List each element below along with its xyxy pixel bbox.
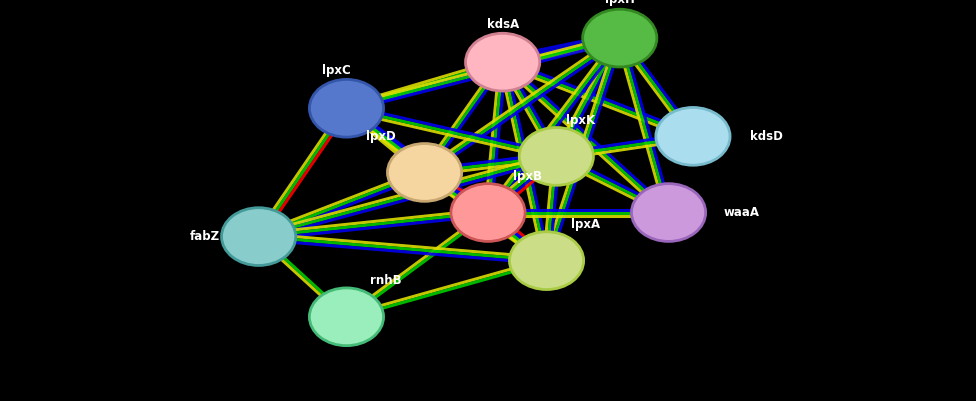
Ellipse shape xyxy=(466,33,540,91)
Ellipse shape xyxy=(583,9,657,67)
Ellipse shape xyxy=(631,184,706,241)
Text: lpxB: lpxB xyxy=(512,170,542,183)
Ellipse shape xyxy=(309,288,384,346)
Text: fabZ: fabZ xyxy=(190,230,220,243)
Text: lpxA: lpxA xyxy=(571,218,600,231)
Ellipse shape xyxy=(309,79,384,137)
Text: lpxK: lpxK xyxy=(566,114,595,127)
Text: lpxD: lpxD xyxy=(366,130,395,143)
Text: waaA: waaA xyxy=(724,206,759,219)
Text: kdsD: kdsD xyxy=(750,130,783,143)
Text: rnhB: rnhB xyxy=(370,274,401,287)
Ellipse shape xyxy=(387,144,462,201)
Text: lpxC: lpxC xyxy=(322,64,351,77)
Ellipse shape xyxy=(451,184,525,241)
Ellipse shape xyxy=(519,128,593,185)
Ellipse shape xyxy=(509,232,584,290)
Ellipse shape xyxy=(656,107,730,165)
Text: kdsA: kdsA xyxy=(486,18,519,30)
Ellipse shape xyxy=(222,208,296,265)
Text: lpxH: lpxH xyxy=(605,0,634,6)
